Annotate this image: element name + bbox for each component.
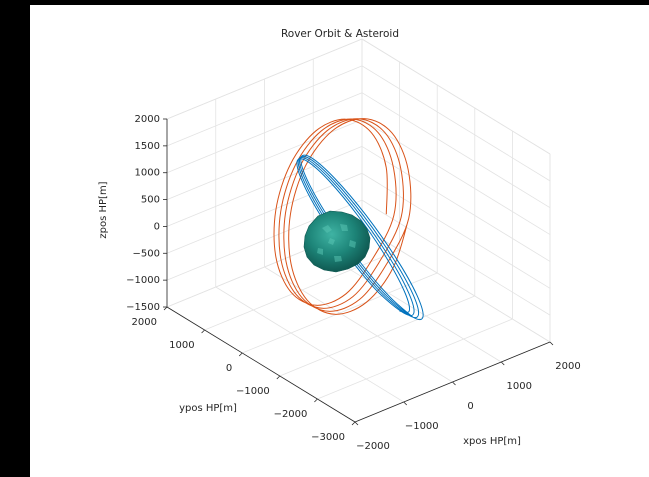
x-tick-label: 0 <box>467 401 473 412</box>
grid-line <box>361 65 551 182</box>
x-tick <box>403 401 408 406</box>
z-tick-label: 1000 <box>135 168 160 179</box>
grid-line <box>264 266 453 383</box>
grid-line <box>279 295 475 377</box>
y-tick-label: 1000 <box>169 340 194 351</box>
x-tick <box>500 361 505 366</box>
y-tick <box>351 421 356 426</box>
y-tick <box>238 352 243 357</box>
line-layer <box>273 118 424 321</box>
z-tick-label: 500 <box>141 195 160 206</box>
grid-line <box>204 249 400 331</box>
y-tick <box>276 375 281 380</box>
z-tick-label: −1500 <box>126 302 160 313</box>
x-tick-label: 1000 <box>507 381 532 392</box>
grid-line <box>361 92 551 209</box>
grid-line <box>166 92 363 174</box>
label-layer: −2000 −1000 0 1000 2000 −3000 −2000 −1000 0 1000 2… <box>126 114 581 452</box>
orbit-line <box>296 154 424 321</box>
grid-line <box>242 272 438 354</box>
grid-layer <box>163 38 554 426</box>
x-axis-label: xpos HP[m] <box>463 436 521 447</box>
grid-line <box>361 199 551 316</box>
grid-line <box>361 226 551 343</box>
grid-line <box>361 119 551 235</box>
grid-line <box>215 286 404 403</box>
grid-line <box>361 172 551 289</box>
x-tick <box>452 381 456 386</box>
y-tick-label: 0 <box>226 363 232 374</box>
x-tick-label: −1000 <box>405 421 439 432</box>
grid-line <box>166 146 363 227</box>
x-tick-label: 2000 <box>555 361 580 372</box>
z-tick-label: −1000 <box>126 275 160 286</box>
z-axis-label: zpos HP[m] <box>98 181 109 238</box>
y-tick <box>201 329 205 334</box>
asteroid-body <box>303 210 371 273</box>
asteroid <box>303 210 371 273</box>
z-tick-label: 0 <box>154 221 160 232</box>
x-tick <box>549 341 554 346</box>
grid-line <box>317 318 513 400</box>
y-axis-label: ypos HP[m] <box>179 403 237 414</box>
orbit-line <box>273 118 412 315</box>
x-tick <box>354 421 359 426</box>
grid-line <box>166 65 363 147</box>
y-axis-line <box>166 306 356 423</box>
y-tick-label: −2000 <box>274 409 308 420</box>
z-tick-label: 1500 <box>135 141 160 152</box>
grid-line <box>166 172 363 254</box>
box-edge <box>361 38 551 155</box>
x-tick-label: −2000 <box>356 441 390 452</box>
z-tick-label: −500 <box>133 248 160 259</box>
y-tick <box>314 398 318 403</box>
chart-title: Rover Orbit & Asteroid <box>281 28 399 40</box>
box-edge <box>166 38 363 120</box>
y-tick-label: 2000 <box>132 317 157 328</box>
z-tick-label: 2000 <box>135 114 160 125</box>
y-tick-label: −3000 <box>311 432 345 443</box>
y-tick <box>163 306 168 311</box>
y-tick-label: −1000 <box>236 386 270 397</box>
